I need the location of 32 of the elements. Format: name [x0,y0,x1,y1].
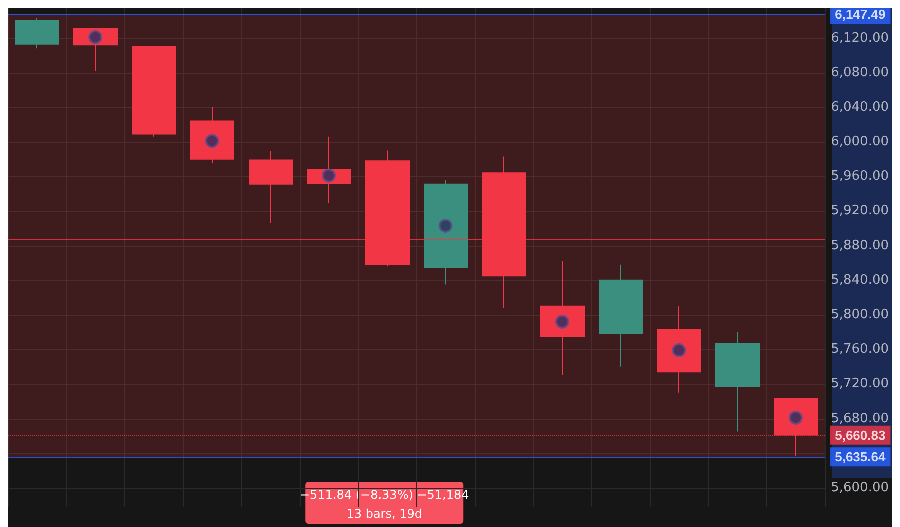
y-tick-label: 5,920.00 [831,204,889,219]
y-tick-label: 5,800.00 [831,308,889,323]
y-tick-label: 5,960.00 [831,169,889,184]
y-tick-label: 6,000.00 [831,134,889,150]
point [88,30,103,44]
point [672,343,686,358]
y-tick-label: 5,760.00 [831,342,889,358]
y-tick-label: 5,600.00 [831,480,889,496]
ref-line-label: 5,660.83 [835,428,886,443]
candlestick [15,18,59,50]
candlestick [657,306,701,394]
candlestick [599,264,643,368]
y-tick-label: 5,840.00 [831,272,889,288]
candlestick [190,106,234,164]
y-tick-label: 5,680.00 [831,411,889,426]
point [788,410,803,425]
point [205,134,220,148]
ref-line-label: 6,147.49 [835,6,886,22]
y-tick-label: 5,880.00 [831,238,889,254]
ref-line-label: 5,635.64 [835,450,886,465]
candlestick [132,46,176,138]
y-tick-label: 6,040.00 [831,100,889,115]
y-tick-label: 6,080.00 [831,65,889,80]
annotation: 13 bars, 19d [346,507,423,521]
point [322,168,336,183]
point [555,314,570,329]
candlestick [249,151,293,224]
candlestick [424,180,468,286]
point [438,218,453,233]
y-tick-label: 5,720.00 [831,376,889,392]
candlestick [715,332,760,432]
y-tick-label: 6,120.00 [831,30,889,46]
